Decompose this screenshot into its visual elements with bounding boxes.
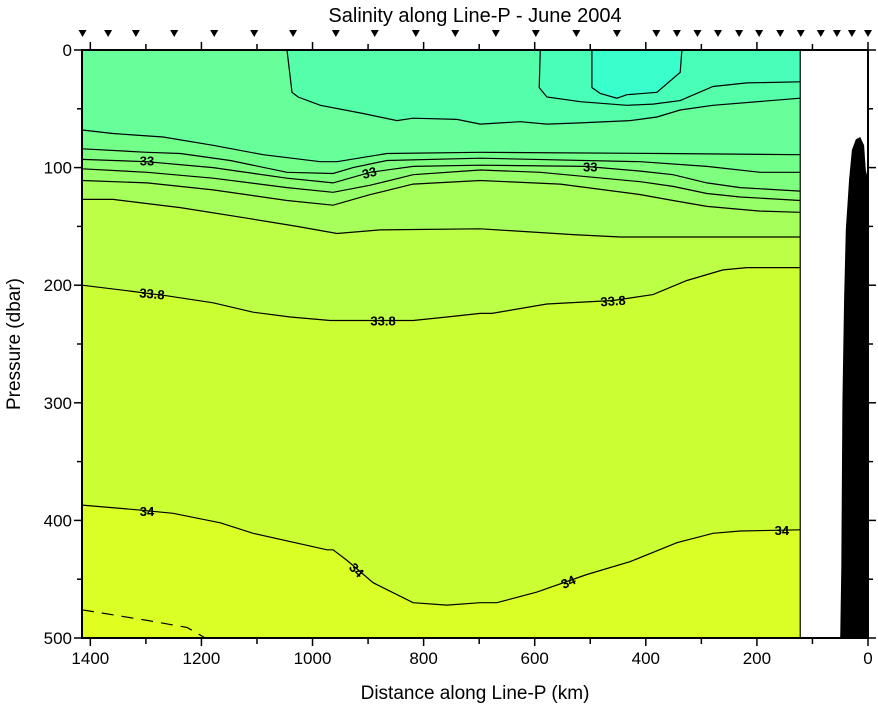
contour-label: 33.8 bbox=[370, 313, 395, 328]
y-tick-label: 0 bbox=[63, 41, 72, 60]
station-marker-icon bbox=[104, 30, 113, 37]
station-marker-icon bbox=[170, 30, 179, 37]
x-tick-label: 1400 bbox=[71, 649, 109, 668]
station-marker-icon bbox=[78, 30, 87, 37]
contour-line-32.4 bbox=[286, 50, 801, 125]
station-marker-icon bbox=[755, 30, 764, 37]
station-marker-icon bbox=[714, 30, 723, 37]
x-tick-label: 200 bbox=[743, 649, 771, 668]
contour-line-34 bbox=[82, 504, 801, 606]
station-marker-icon bbox=[370, 30, 379, 37]
station-marker-icon bbox=[864, 30, 872, 37]
station-marker-icon bbox=[491, 30, 500, 37]
bathymetry bbox=[840, 137, 868, 638]
contour-line-34.2 bbox=[82, 609, 206, 638]
contour-line-33.4 bbox=[82, 179, 801, 213]
y-tick-label: 300 bbox=[44, 394, 72, 413]
y-tick-label: 500 bbox=[44, 629, 72, 648]
fill-band-34.2 bbox=[82, 609, 801, 638]
station-marker-icon bbox=[847, 30, 856, 37]
y-tick-label: 400 bbox=[44, 511, 72, 530]
station-marker-icon bbox=[693, 30, 702, 37]
x-tick-label: 1200 bbox=[183, 649, 221, 668]
station-marker-icon bbox=[796, 30, 805, 37]
station-marker-icon bbox=[776, 30, 785, 37]
station-marker-icon bbox=[250, 30, 259, 37]
contour-line-33 bbox=[82, 158, 801, 192]
contour-line-32.6 bbox=[82, 129, 801, 163]
station-marker-icon bbox=[612, 30, 621, 37]
station-marker-icon bbox=[816, 30, 825, 37]
station-marker-icon bbox=[210, 30, 219, 37]
station-markers bbox=[78, 30, 872, 37]
fill-band-34 bbox=[82, 505, 801, 638]
x-tick-label: 600 bbox=[521, 649, 549, 668]
x-tick-label: 400 bbox=[632, 649, 660, 668]
x-axis-title: Distance along Line-P (km) bbox=[361, 683, 590, 704]
contour-line-33.8 bbox=[82, 267, 801, 322]
station-marker-icon bbox=[652, 30, 661, 37]
x-tick-label: 0 bbox=[863, 649, 872, 668]
contour-label: 33.8 bbox=[600, 293, 626, 310]
contour-lines bbox=[82, 50, 801, 638]
contour-label: 33 bbox=[583, 159, 597, 174]
contour-label: 34 bbox=[140, 504, 155, 519]
x-tick-label: 1000 bbox=[294, 649, 332, 668]
contour-label: 33.8 bbox=[139, 285, 166, 302]
station-marker-icon bbox=[451, 30, 460, 37]
station-marker-icon bbox=[572, 30, 581, 37]
station-marker-icon bbox=[735, 30, 744, 37]
station-marker-icon bbox=[531, 30, 540, 37]
contour-label: 33 bbox=[140, 154, 154, 169]
x-tick-label: 800 bbox=[409, 649, 437, 668]
contour-label: 34 bbox=[775, 523, 790, 538]
y-tick-label: 200 bbox=[44, 276, 72, 295]
station-marker-icon bbox=[832, 30, 841, 37]
y-axis-title: Pressure (dbar) bbox=[4, 278, 25, 410]
station-marker-icon bbox=[672, 30, 681, 37]
contour-line-32.8 bbox=[82, 148, 801, 175]
station-marker-icon bbox=[331, 30, 340, 37]
contour-line-33.2 bbox=[82, 168, 801, 202]
station-marker-icon bbox=[131, 30, 140, 37]
seafloor-bathymetry bbox=[840, 137, 868, 638]
axes: 1400 1200 1000 800 600 400 200 0 0 100 200 300 400 50… bbox=[44, 41, 876, 668]
contour-fills bbox=[82, 50, 801, 638]
contour-label: 34 bbox=[559, 572, 579, 592]
contour-line-33.6 bbox=[82, 198, 801, 238]
station-marker-icon bbox=[411, 30, 420, 37]
fill-band-32 bbox=[591, 50, 682, 99]
contour-label: 33 bbox=[360, 164, 378, 182]
contour-line-32.2 bbox=[538, 50, 801, 106]
y-tick-label: 100 bbox=[44, 159, 72, 178]
station-marker-icon bbox=[289, 30, 298, 37]
chart-title: Salinity along Line-P - June 2004 bbox=[328, 5, 621, 27]
contour-line-32 bbox=[591, 50, 683, 99]
